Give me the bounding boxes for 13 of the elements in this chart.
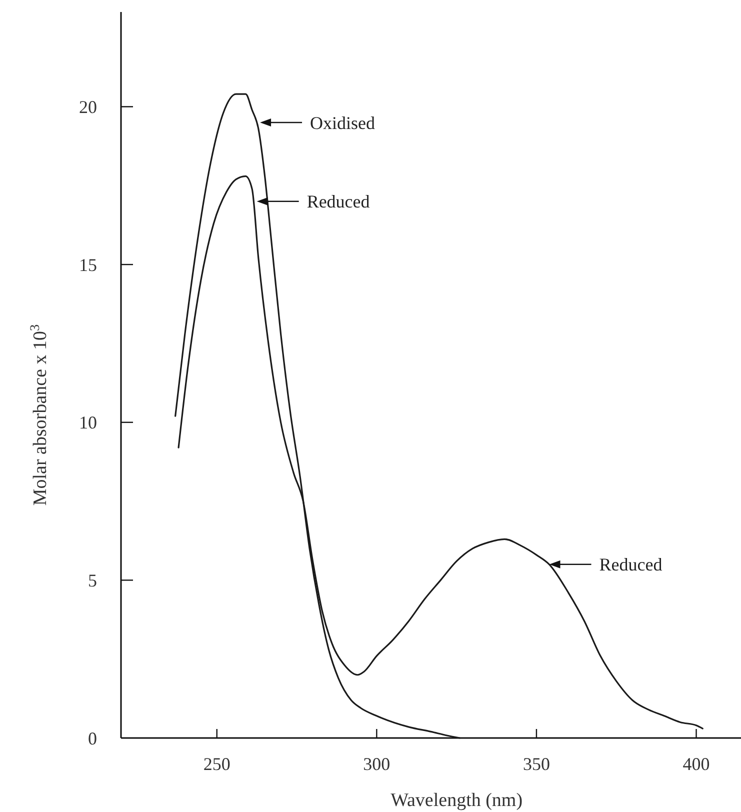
x-tick-label: 400 bbox=[682, 754, 710, 774]
y-tick-label: 0 bbox=[88, 728, 97, 748]
x-tick-label: 250 bbox=[203, 754, 230, 774]
x-tick-label: 300 bbox=[363, 754, 390, 774]
x-axis-title: Wavelength (nm) bbox=[390, 790, 523, 811]
y-tick-label: 20 bbox=[79, 96, 97, 117]
y-tick-label: 5 bbox=[88, 570, 97, 590]
annotation: Reduced bbox=[599, 554, 662, 575]
annotation: Oxidised bbox=[310, 112, 376, 133]
annotation: Reduced bbox=[306, 192, 370, 212]
x-tick-label: 350 bbox=[522, 754, 550, 774]
y-tick-label: 15 bbox=[79, 254, 97, 275]
y-tick-label: 10 bbox=[79, 412, 97, 433]
